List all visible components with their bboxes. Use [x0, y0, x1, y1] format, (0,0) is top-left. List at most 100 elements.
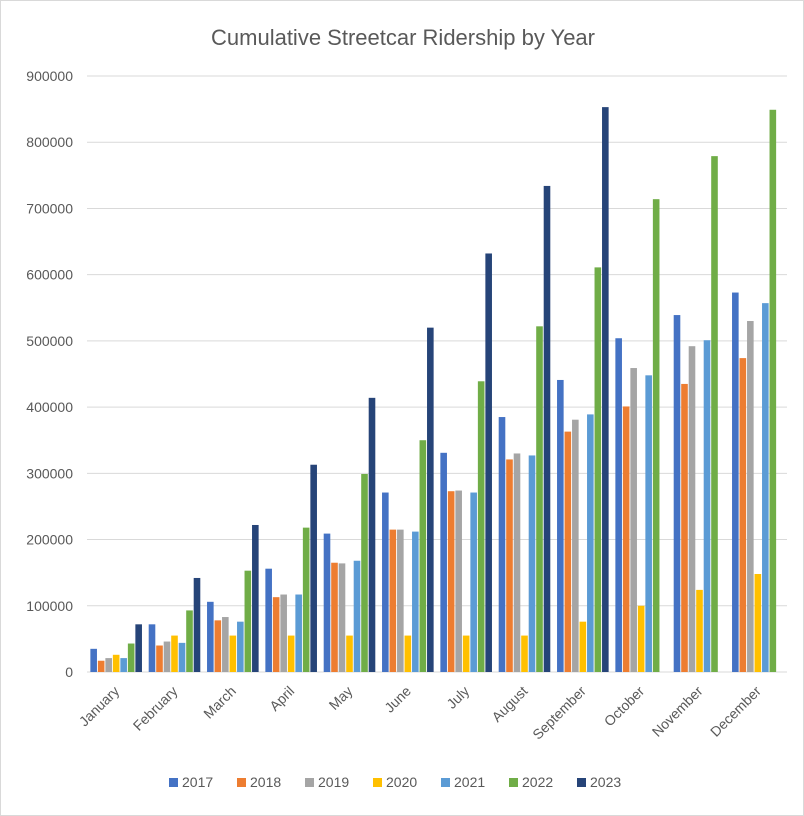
bar-2019-august: [513, 453, 521, 672]
bar-2020-march: [229, 635, 237, 672]
bar-2019-may: [338, 563, 346, 672]
bar-2020-november: [696, 589, 703, 672]
bar-2017-january: [90, 648, 97, 672]
bar-2019-february: [163, 641, 171, 672]
bar-2021-march: [237, 621, 244, 672]
bar-2018-november: [681, 383, 688, 672]
bar-2019-july: [455, 490, 462, 672]
legend-item-2019: 2019: [305, 774, 349, 790]
legend-label: 2018: [250, 774, 281, 790]
bar-2021-april: [295, 594, 302, 672]
bar-2023-july: [485, 253, 492, 672]
bar-2017-october: [615, 338, 622, 672]
bar-2017-september: [557, 379, 564, 672]
bar-2022-november: [711, 156, 718, 672]
bar-2023-june: [427, 327, 434, 672]
y-tick-label: 500000: [26, 333, 73, 349]
bar-2018-december: [739, 358, 747, 672]
bar-2022-september: [594, 267, 602, 672]
legend-swatch: [237, 778, 246, 787]
bar-2021-october: [645, 375, 652, 672]
bar-2022-january: [127, 643, 135, 672]
legend-swatch: [373, 778, 382, 787]
x-tick-label: September: [529, 683, 589, 743]
bar-2020-august: [521, 635, 528, 672]
bars: [90, 107, 777, 673]
x-tick-label: January: [76, 683, 123, 730]
x-tick-label: May: [326, 683, 356, 713]
bar-2017-may: [323, 533, 331, 672]
bar-2019-april: [280, 594, 287, 672]
bar-2021-august: [528, 455, 536, 672]
bar-2020-july: [462, 635, 470, 672]
bar-2017-march: [207, 601, 214, 672]
y-tick-label: 400000: [26, 399, 73, 415]
bar-2020-december: [754, 573, 762, 672]
bar-2018-july: [447, 491, 455, 672]
bar-2019-march: [222, 617, 229, 672]
bar-2017-february: [148, 624, 156, 672]
bar-2018-may: [331, 562, 338, 672]
legend-label: 2017: [182, 774, 213, 790]
y-axis-ticks: 0 100000 200000 300000 400000 500000 600000 700…: [26, 68, 73, 680]
y-tick-label: 600000: [26, 267, 73, 283]
x-tick-label: April: [266, 683, 297, 714]
x-tick-label: June: [381, 683, 414, 716]
bar-2023-march: [252, 524, 259, 672]
bar-2020-october: [637, 605, 645, 672]
bar-2019-november: [688, 346, 696, 672]
bar-2023-january: [135, 624, 142, 672]
bar-2019-january: [105, 658, 112, 672]
legend-swatch: [441, 778, 450, 787]
bar-2017-april: [265, 568, 272, 672]
bar-2018-february: [156, 645, 163, 672]
legend-swatch: [169, 778, 178, 787]
bar-2022-july: [477, 381, 485, 672]
legend-swatch: [509, 778, 518, 787]
x-tick-label: March: [200, 683, 239, 722]
bar-2023-september: [602, 107, 609, 672]
x-tick-label: February: [130, 683, 181, 734]
x-tick-label: October: [601, 683, 648, 730]
legend-item-2018: 2018: [237, 774, 281, 790]
legend-item-2022: 2022: [509, 774, 553, 790]
bar-2017-november: [673, 315, 681, 672]
bar-2021-december: [762, 303, 769, 672]
chart-title: Cumulative Streetcar Ridership by Year: [211, 25, 595, 50]
bar-2021-may: [353, 560, 361, 672]
bar-2022-june: [419, 440, 427, 672]
bar-2022-august: [536, 326, 543, 672]
legend-label: 2020: [386, 774, 417, 790]
bar-2022-december: [769, 109, 777, 673]
legend-item-2021: 2021: [441, 774, 485, 790]
x-tick-label: November: [649, 683, 706, 740]
legend-swatch: [305, 778, 314, 787]
y-tick-label: 300000: [26, 465, 73, 481]
x-tick-label: August: [488, 683, 530, 725]
y-tick-label: 900000: [26, 68, 73, 84]
x-axis-ticks: January February March April May June July Augu…: [76, 683, 764, 743]
legend-label: 2021: [454, 774, 485, 790]
y-tick-label: 200000: [26, 532, 73, 548]
bar-2020-february: [171, 635, 178, 672]
legend-label: 2022: [522, 774, 553, 790]
y-tick-label: 700000: [26, 200, 73, 216]
bar-2022-april: [302, 527, 310, 672]
bar-2019-december: [747, 321, 754, 672]
y-tick-label: 800000: [26, 134, 73, 150]
bar-2017-june: [382, 492, 389, 672]
bar-2021-february: [178, 642, 186, 672]
bar-2022-march: [244, 570, 252, 672]
bar-2017-july: [440, 452, 447, 672]
bar-2021-november: [703, 340, 711, 672]
bar-2020-may: [346, 635, 353, 672]
x-tick-label: December: [707, 683, 764, 740]
bar-2023-august: [543, 185, 551, 672]
bar-2017-august: [498, 417, 506, 672]
bar-2021-january: [120, 658, 127, 672]
bar-2018-october: [622, 406, 630, 672]
bar-2022-february: [186, 610, 193, 672]
legend-item-2017: 2017: [169, 774, 213, 790]
bar-2022-october: [652, 199, 660, 672]
